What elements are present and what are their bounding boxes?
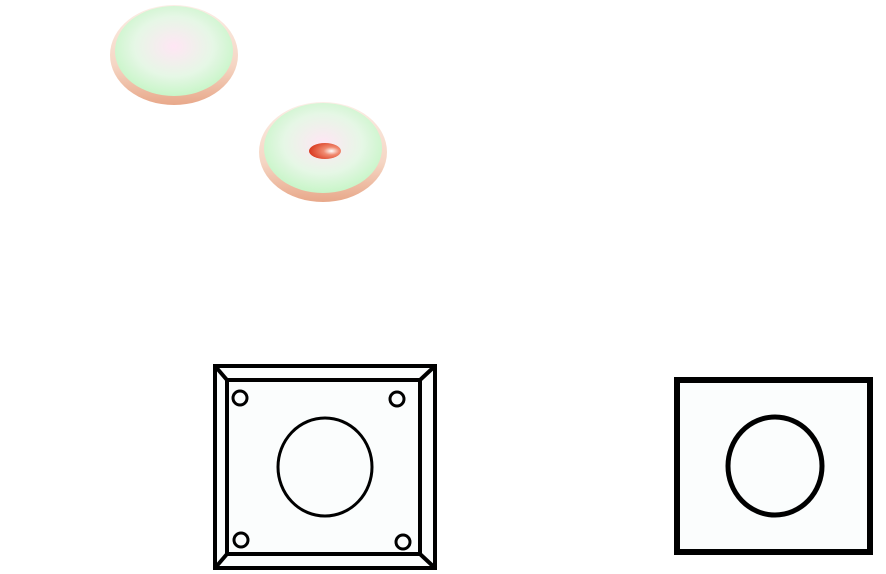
dish-2-center-dot xyxy=(309,143,341,159)
plain-plate xyxy=(674,377,873,555)
bolt-hole-tr xyxy=(388,390,406,408)
plate-central-hole xyxy=(276,416,374,518)
bevel-line-tl xyxy=(213,364,229,382)
bolt-hole-tl xyxy=(231,389,249,407)
bolt-hole-bl xyxy=(232,531,250,549)
bevel-line-bl xyxy=(213,552,229,570)
bevel-line-tr xyxy=(418,364,437,382)
plate-with-bolts xyxy=(213,364,437,570)
plain-plate-frame xyxy=(674,377,873,555)
plain-plate-central-hole xyxy=(725,414,825,518)
dish-1 xyxy=(110,5,238,105)
plate-inner-frame xyxy=(225,378,422,556)
dish-1-inner xyxy=(115,6,233,96)
bevel-line-br xyxy=(418,552,437,570)
bolt-hole-br xyxy=(394,533,412,551)
plate-outer-frame xyxy=(213,364,437,570)
dish-2 xyxy=(259,102,387,202)
